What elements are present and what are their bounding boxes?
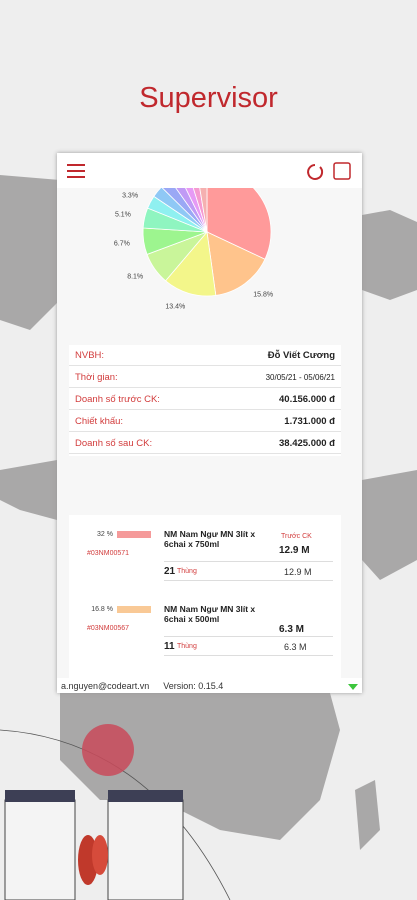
info-row: Chiết khấu: 1.731.000 đ xyxy=(69,411,341,432)
share-swatch xyxy=(117,606,151,613)
land xyxy=(0,460,57,520)
info-label: NVBH: xyxy=(75,349,105,361)
after-value: 12.9 M xyxy=(284,567,312,577)
info-value: Đỗ Viết Cương xyxy=(267,349,335,361)
pie-label: 13.4% xyxy=(165,304,185,311)
pie-slice xyxy=(199,188,208,233)
building xyxy=(4,799,76,900)
toolbar xyxy=(57,153,362,188)
pie-label: 15.8% xyxy=(253,292,273,299)
info-label: Thời gian: xyxy=(75,371,118,383)
refresh-icon[interactable] xyxy=(307,164,324,180)
product-item: 16.8 % #03NM00567 NM Nam Ngư MN 3lít x 6ch… xyxy=(69,600,341,675)
product-name: NM Nam Ngư MN 3lít x 6chai x 750ml xyxy=(164,529,256,549)
toolbar-icons xyxy=(67,162,351,180)
pie-label: 3.3% xyxy=(122,192,138,199)
pie-label: 5.1% xyxy=(115,212,131,219)
info-label: Doanh số trước CK: xyxy=(75,393,160,405)
tree xyxy=(92,835,108,875)
footer: a.nguyen@codeart.vn Version: 0.15.4 xyxy=(57,678,362,693)
info-row: Doanh số sau CK: 38.425.000 đ xyxy=(69,433,341,454)
before-value: 12.9 M xyxy=(279,545,310,556)
pie-slice xyxy=(185,188,208,233)
pie-slice xyxy=(206,231,266,296)
divider xyxy=(164,636,333,637)
qty: 21 xyxy=(164,566,176,577)
land xyxy=(362,470,417,580)
phone-screen: 15.8% 13.4% 8.1% 6.7% 5.1% 3.3% NVBH: Đỗ Viết … xyxy=(57,153,362,693)
share-label: 32 % xyxy=(97,531,113,538)
info-label: Doanh số sau CK: xyxy=(75,437,153,449)
calendar-icon[interactable] xyxy=(333,162,351,180)
pie-slice xyxy=(206,188,272,260)
unit: Thùng xyxy=(177,568,197,575)
info-row: Doanh số trước CK: 40.156.000 đ xyxy=(69,389,341,410)
info-value: 38.425.000 đ xyxy=(279,437,335,449)
summary-table: NVBH: Đỗ Viết Cương Thời gian: 30/05/21 - 0… xyxy=(69,345,341,456)
menu-icon[interactable] xyxy=(67,164,85,178)
unit: Thùng xyxy=(177,643,197,650)
info-value: 1.731.000 đ xyxy=(284,415,335,427)
dot xyxy=(82,724,134,776)
arc xyxy=(0,729,231,900)
version: Version: 0.15.4 xyxy=(163,680,224,691)
pie-label: 6.7% xyxy=(114,240,130,247)
share-label: 16.8 % xyxy=(91,606,113,613)
info-value: 30/05/21 - 05/06/21 xyxy=(265,372,335,382)
before-label: Trước CK xyxy=(281,533,312,540)
pie-slice xyxy=(165,231,217,297)
product-item: 32 % #03NM00571 NM Nam Ngư MN 3lít x 6chai… xyxy=(69,525,341,600)
land xyxy=(60,693,340,840)
product-list: 32 % #03NM00571 NM Nam Ngư MN 3lít x 6chai… xyxy=(69,515,341,685)
product-name: NM Nam Ngư MN 3lít x 6chai x 500ml xyxy=(164,604,256,624)
land xyxy=(0,175,60,330)
qty: 11 xyxy=(164,641,175,652)
share-swatch xyxy=(117,531,151,538)
divider xyxy=(164,655,333,656)
pie-slice xyxy=(161,188,208,233)
roof xyxy=(108,790,183,802)
wifi-icon xyxy=(348,683,358,690)
pie-slice xyxy=(153,188,208,233)
pie-chart: 15.8% 13.4% 8.1% 6.7% 5.1% 3.3% xyxy=(114,188,273,311)
before-value: 6.3 M xyxy=(279,624,305,635)
pie-label: 8.1% xyxy=(127,274,143,281)
pie-slice xyxy=(192,188,208,233)
divider xyxy=(164,580,333,581)
product-code: #03NM00567 xyxy=(87,625,130,632)
land xyxy=(362,210,417,300)
info-row: Thời gian: 30/05/21 - 05/06/21 xyxy=(69,367,341,388)
roof xyxy=(5,790,75,802)
land xyxy=(355,780,380,850)
info-label: Chiết khấu: xyxy=(75,415,124,427)
divider xyxy=(164,561,333,562)
info-value: 40.156.000 đ xyxy=(279,393,335,405)
title: Supervisor xyxy=(139,82,278,114)
product-code: #03NM00571 xyxy=(87,550,130,557)
info-row: NVBH: Đỗ Viết Cương xyxy=(69,345,341,366)
user-email: a.nguyen@codeart.vn xyxy=(61,680,150,691)
after-value: 6.3 M xyxy=(284,642,307,652)
building xyxy=(107,799,184,900)
